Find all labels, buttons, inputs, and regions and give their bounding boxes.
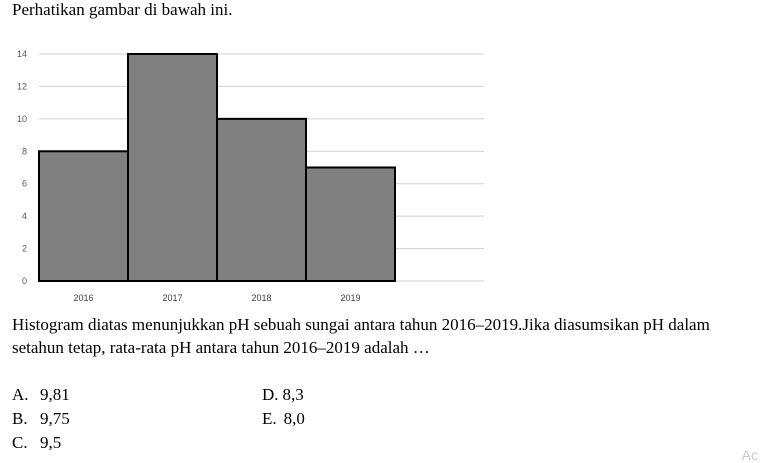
option-value: 9,75 [40, 409, 70, 428]
y-tick-label: 10 [17, 114, 27, 124]
x-tick-label: 2016 [73, 293, 93, 303]
option-c: C. 9,5 [12, 433, 61, 453]
option-value: 8,0 [283, 409, 305, 428]
x-tick-label: 2018 [251, 293, 271, 303]
option-a: A. 9,81 [12, 385, 70, 405]
x-tick-label: 2019 [340, 293, 360, 303]
y-tick-label: 6 [22, 179, 27, 189]
option-letter: D. [262, 385, 279, 404]
bar-2018 [216, 117, 307, 282]
y-tick-label: 0 [22, 276, 27, 286]
bars [38, 53, 396, 282]
x-tick-label: 2017 [162, 293, 182, 303]
x-tick-labels: 2016 2017 2018 2019 [73, 293, 360, 303]
y-tick-label: 14 [17, 49, 27, 59]
option-letter: E. [262, 409, 277, 428]
bar-2019 [305, 166, 396, 282]
option-value: 9,81 [40, 385, 70, 404]
option-d: D. 8,3 [262, 385, 304, 405]
intro-text: Perhatikan gambar di bawah ini. [12, 0, 233, 19]
y-tick-label: 12 [17, 81, 27, 91]
option-b: B. 9,75 [12, 409, 70, 429]
histogram-chart: 0 2 4 6 8 10 12 14 2016 2017 2018 2019 [17, 49, 484, 303]
option-e: E. 8,0 [262, 409, 305, 429]
bar-2017 [127, 53, 218, 282]
y-tick-labels: 0 2 4 6 8 10 12 14 [17, 49, 27, 286]
question-text: Histogram diatas menunjukkan pH sebuah s… [12, 315, 710, 357]
bar-2016 [38, 150, 129, 282]
watermark-text: Ac [741, 447, 758, 463]
option-value: 8,3 [282, 385, 304, 404]
option-letter: B. [12, 409, 28, 428]
y-tick-label: 2 [22, 244, 27, 254]
y-tick-label: 4 [22, 211, 27, 221]
option-letter: C. [12, 433, 28, 452]
option-value: 9,5 [40, 433, 62, 452]
option-letter: A. [12, 385, 29, 404]
y-tick-label: 8 [22, 146, 27, 156]
